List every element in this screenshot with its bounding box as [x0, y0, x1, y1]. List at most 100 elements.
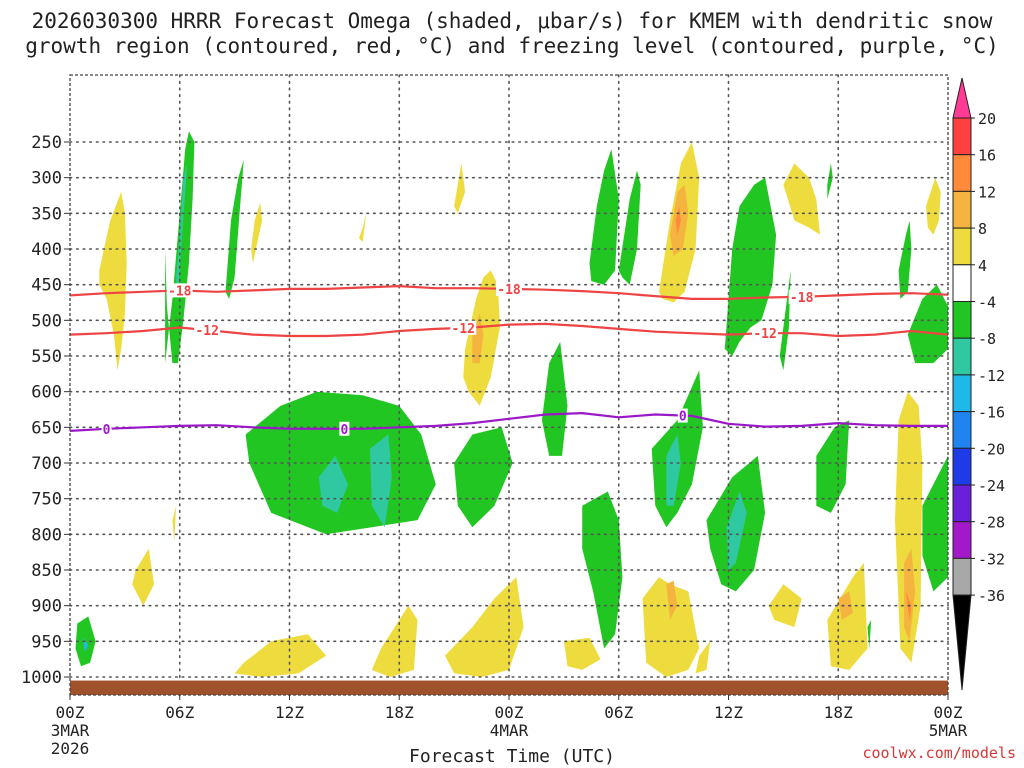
colorbar-label-11: -28: [978, 514, 1005, 532]
colorbar-bin-14-bottom-arrow: [952, 594, 972, 691]
omega-region-3: [99, 191, 127, 371]
omega-region-18: [898, 220, 912, 299]
contour-label-freezing-0-2: 0: [679, 410, 687, 425]
contour-label-bg-freezing-0-1: [339, 421, 350, 436]
omega-region-37: [234, 634, 327, 677]
colorbar-label-4: 4: [978, 257, 987, 275]
y-tick-label-400: 400: [31, 240, 62, 260]
omega-region-8: [454, 163, 466, 214]
colorbar-label-5: -4: [978, 294, 996, 312]
colorbar-label-13: -36: [978, 587, 1005, 605]
omega-region-9: [589, 149, 619, 285]
y-tick-label-500: 500: [31, 311, 62, 331]
contour-label--12-1: -12: [452, 322, 475, 337]
omega-region-44: [768, 584, 802, 628]
contour-label-freezing-0-1: 0: [340, 423, 348, 438]
x-tick-label-2: 12Z: [275, 703, 304, 722]
contour-label--18-1: -18: [497, 283, 521, 298]
y-tick-label-600: 600: [31, 383, 62, 403]
omega-region-2: [225, 159, 244, 299]
omega-region-35: [132, 548, 155, 606]
contour-label-bg--12-0: [194, 323, 221, 338]
y-tick-label-350: 350: [31, 204, 62, 224]
x-tick-label-0: 00Z: [56, 703, 85, 722]
chart-title-line-1: 2026030300 HRRR Forecast Omega (shaded, …: [31, 9, 993, 33]
contour-label--12-2: -12: [753, 327, 776, 342]
gridlines: [69, 74, 949, 696]
omega-region-39: [445, 577, 524, 677]
x-tick-label-3: 18Z: [385, 703, 414, 722]
omega-region-32: [922, 455, 948, 592]
terrain-below-surface: [70, 680, 948, 695]
colorbar-bin-3: [952, 190, 972, 229]
omega-region-31: [816, 420, 850, 513]
omega-region-43: [695, 641, 711, 674]
colorbar-bin-4: [952, 227, 972, 266]
colorbar-bin-5: [952, 264, 972, 302]
colorbar-bin-0-top-arrow: [952, 77, 972, 119]
x-tick-date-4: 4MAR: [490, 721, 529, 740]
y-tick-label-650: 650: [31, 418, 62, 438]
omega-region-41: [642, 577, 700, 677]
colorbar-label-10: -24: [978, 477, 1005, 495]
omega-region-47: [895, 391, 923, 663]
omega-region-48: [904, 548, 916, 642]
y-tick-label-750: 750: [31, 490, 62, 510]
contour-label-bg--18-1: [496, 281, 522, 296]
y-tick-label-950: 950: [31, 632, 62, 652]
chart-title-line-2: growth region (contoured, red, °C) and f…: [25, 34, 999, 58]
x-tick-label-5: 06Z: [604, 703, 633, 722]
omega-region-45: [827, 562, 868, 670]
x-tick-label-1: 06Z: [165, 703, 194, 722]
colorbar-label-1: 16: [978, 147, 996, 165]
colorbar-bin-13: [952, 557, 972, 596]
colorbar: 20 16 12 8 4 -4 -8 -12 -16 -20 -24 -28 -32 -36: [952, 77, 1005, 691]
colorbar-bin-9: [952, 411, 972, 449]
omega-region-5: [359, 213, 367, 242]
colorbar-bin-10: [952, 447, 972, 486]
omega-region-23: [370, 434, 392, 528]
contour-label-bg-freezing-0-2: [677, 408, 688, 423]
x-tick-year-0: 2026: [51, 739, 90, 758]
x-tick-label-8: 00Z: [934, 703, 963, 722]
colorbar-label-9: -20: [978, 440, 1005, 458]
y-tick-label-850: 850: [31, 561, 62, 581]
omega-region-46: [838, 591, 853, 620]
contour-label-bg-freezing-0-0: [101, 421, 112, 436]
colorbar-label-7: -12: [978, 367, 1005, 385]
omega-region-7: [472, 313, 484, 364]
colorbar-bin-2: [952, 154, 972, 192]
colorbar-bin-1: [952, 117, 972, 156]
omega-region-36: [172, 505, 177, 542]
source-credit[interactable]: coolwx.com/models: [862, 744, 1016, 762]
omega-region-1: [176, 163, 188, 299]
contour-label-bg--18-0: [166, 283, 193, 298]
contour-label-freezing-0-0: 0: [103, 423, 111, 438]
y-tick-label-800: 800: [31, 525, 62, 545]
omega-region-15: [783, 163, 820, 235]
colorbar-bin-7: [952, 337, 972, 376]
y-tick-label-450: 450: [31, 276, 62, 296]
colorbar-bin-12: [952, 521, 972, 559]
contour-label--18-0: -18: [168, 284, 192, 299]
colorbar-label-3: 8: [978, 220, 987, 238]
y-tick-label-700: 700: [31, 454, 62, 474]
y-tick-label-900: 900: [31, 597, 62, 617]
y-tick-label-300: 300: [31, 169, 62, 189]
contour-label-bg--12-2: [752, 326, 779, 341]
y-axis: 250 300 350 400 450 500 550 600 650 700 750 800 850 9…: [21, 133, 70, 688]
omega-region-28: [666, 434, 681, 506]
colorbar-bin-6: [952, 301, 972, 339]
contour-label-bg--12-1: [450, 320, 477, 335]
omega-region-24: [454, 427, 513, 528]
colorbar-label-6: -8: [978, 330, 996, 348]
colorbar-label-8: -16: [978, 404, 1005, 422]
contours: -18 -18 -18 -12 -12 -12 0 0 0: [70, 281, 948, 438]
contour-label--12-0: -12: [195, 324, 218, 339]
omega-region-19: [907, 284, 948, 364]
colorbar-label-2: 12: [978, 183, 996, 201]
contour-label-bg--18-2: [788, 289, 815, 304]
omega-region-4: [251, 202, 263, 264]
